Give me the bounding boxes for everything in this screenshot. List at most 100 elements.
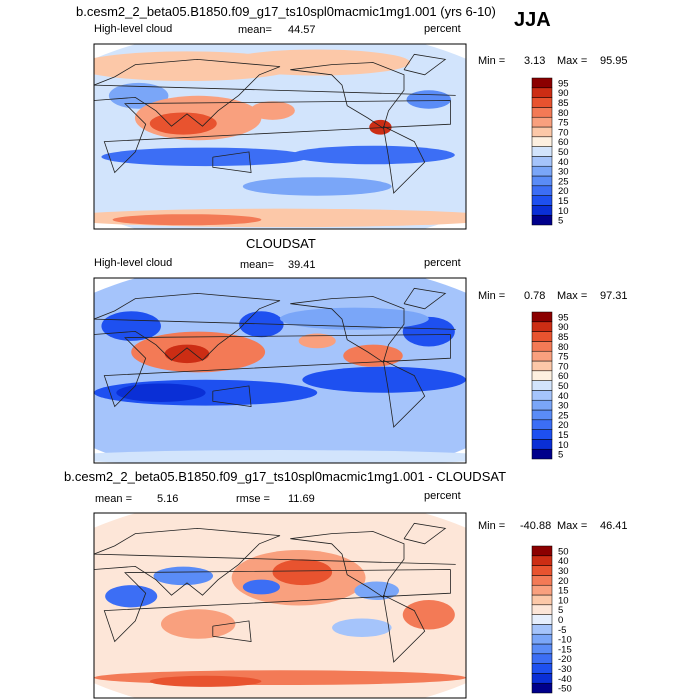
panel1-colorbar-tick-label: 30: [558, 167, 569, 178]
panel2-colorbar-swatch: [531, 321, 553, 332]
panel2-field-region: [280, 307, 429, 330]
panel2-min-value: 0.78: [524, 290, 546, 302]
panel3-colorbar-tick-label: 40: [558, 556, 569, 567]
panel1-colorbar-tick-label: 20: [558, 186, 569, 197]
panel1-units: percent: [424, 23, 461, 35]
panel1-colorbar-swatch: [531, 87, 553, 98]
panel1-field-region: [250, 101, 295, 120]
panel1-colorbar-swatch: [531, 136, 553, 147]
panel2-colorbar-tick-label: 60: [558, 371, 569, 382]
panel2-colorbar-tick-label: 10: [558, 440, 569, 451]
coastline: [382, 359, 426, 428]
panel1-colorbar-swatch: [531, 107, 553, 118]
panel1-field-region: [406, 90, 452, 109]
coastline: [94, 58, 456, 127]
panel3-field-region: [402, 599, 455, 630]
panel2-field-region: [94, 278, 466, 463]
panel3-colorbar-swatch: [531, 624, 553, 635]
coastline: [290, 296, 405, 363]
panel1-field-region: [224, 49, 411, 76]
panel1-max-label: Max =: [557, 55, 588, 67]
panel3-field-region: [332, 618, 392, 637]
panel3-frame: [93, 512, 467, 699]
panel2-colorbar-swatch: [531, 419, 553, 430]
panel1-colorbar-swatch: [531, 97, 553, 108]
panel2-colorbar-swatch: [531, 448, 553, 460]
panel2-max-label: Max =: [557, 290, 588, 302]
panel3-colorbar-tick-label: 50: [558, 546, 569, 557]
panel3-colorbar-tick-label: -50: [558, 684, 572, 695]
panel2-colorbar-tick-label: 80: [558, 342, 569, 353]
coastline: [403, 287, 447, 310]
panel1-field-region: [149, 112, 217, 135]
panel1-colorbar-tick-label: 80: [558, 108, 569, 119]
coastline: [382, 594, 426, 663]
panel1-field-region: [291, 145, 455, 165]
panel3-colorbar-tick-label: 15: [558, 586, 569, 597]
panel3-colorbar-swatch: [531, 633, 553, 645]
panel2-max-value: 97.31: [600, 290, 628, 302]
panel3-colorbar-tick-label: -15: [558, 644, 572, 655]
panel2-field-region: [164, 344, 210, 364]
panel2-variable-label: High-level cloud: [94, 257, 173, 269]
panel1-map: [94, 44, 466, 229]
panel1-colorbar-swatch: [531, 205, 553, 216]
panel3-colorbar-swatch: [531, 545, 553, 557]
panel2-frame: [93, 277, 467, 464]
panel2-colorbar-tick-label: 25: [558, 410, 569, 421]
panel3-min-label: Min =: [478, 520, 506, 532]
panel2-colorbar-tick-label: 90: [558, 322, 569, 333]
panel3-colorbar-swatch: [531, 575, 553, 586]
panel3-field-region: [160, 609, 236, 639]
panel1-title: b.cesm2_2_beta05.B1850.f09_g17_ts10spl0m…: [76, 4, 496, 19]
coastline: [94, 292, 456, 361]
coastline: [382, 125, 426, 194]
panel2-title: CLOUDSAT: [246, 236, 316, 251]
panel3-colorbar-swatch: [531, 604, 553, 615]
panel1-colorbar-tick-label: 70: [558, 127, 569, 138]
panel2-colorbar-swatch: [531, 341, 553, 352]
panel2-units: percent: [424, 257, 461, 269]
panel2-colorbar-tick-label: 15: [558, 430, 569, 441]
panel2-colorbar-tick-label: 5: [558, 450, 563, 461]
panel1-colorbar-tick-label: 75: [558, 118, 569, 129]
season-label: JJA: [514, 9, 551, 31]
coastline: [290, 531, 405, 598]
panel3-colorbar-swatch: [531, 663, 553, 674]
panel3-colorbar-swatch: [531, 594, 553, 606]
panel2-colorbar-swatch: [531, 360, 553, 372]
coastline: [212, 620, 252, 642]
panel1-mean-value: 44.57: [288, 24, 316, 36]
coastline: [212, 151, 252, 173]
panel3-colorbar-swatch: [531, 614, 553, 625]
panel2-colorbar-tick-label: 30: [558, 401, 569, 412]
panel1-frame: [93, 43, 467, 230]
panel3-colorbar-swatch: [531, 673, 553, 684]
panel3-units: percent: [424, 490, 461, 502]
panel1-colorbar-swatch: [531, 156, 553, 167]
panel1-colorbar-tick-label: 10: [558, 206, 569, 217]
panel3-colorbar-swatch: [531, 565, 553, 576]
panel1-mean-label: mean=: [238, 24, 272, 36]
panel1-colorbar-swatch: [531, 214, 553, 226]
panel3-map: [94, 513, 466, 698]
panel2-colorbar-tick-label: 40: [558, 391, 569, 402]
panel3-colorbar-tick-label: -30: [558, 664, 572, 675]
panel3-colorbar-swatch: [531, 643, 553, 655]
panel1-colorbar-tick-label: 40: [558, 157, 569, 168]
panel3-rmse-label: rmse =: [236, 493, 270, 505]
panel3-field-region: [149, 675, 262, 687]
panel3-max-label: Max =: [557, 520, 588, 532]
panel3-colorbar-swatch: [531, 653, 553, 664]
panel2-colorbar-swatch: [531, 370, 553, 381]
panel1-colorbar-tick-label: 95: [558, 78, 569, 89]
panel3-field-region: [94, 513, 466, 698]
panel1-field-region: [108, 82, 169, 109]
panel1-colorbar-tick-label: 50: [558, 147, 569, 158]
panel3-colorbar-tick-label: -5: [558, 625, 566, 636]
panel2-colorbar-tick-label: 20: [558, 420, 569, 431]
panel2-colorbar-swatch: [531, 439, 553, 450]
panel2-colorbar-tick-label: 75: [558, 352, 569, 363]
coastline: [103, 569, 451, 643]
coastline: [212, 385, 252, 407]
